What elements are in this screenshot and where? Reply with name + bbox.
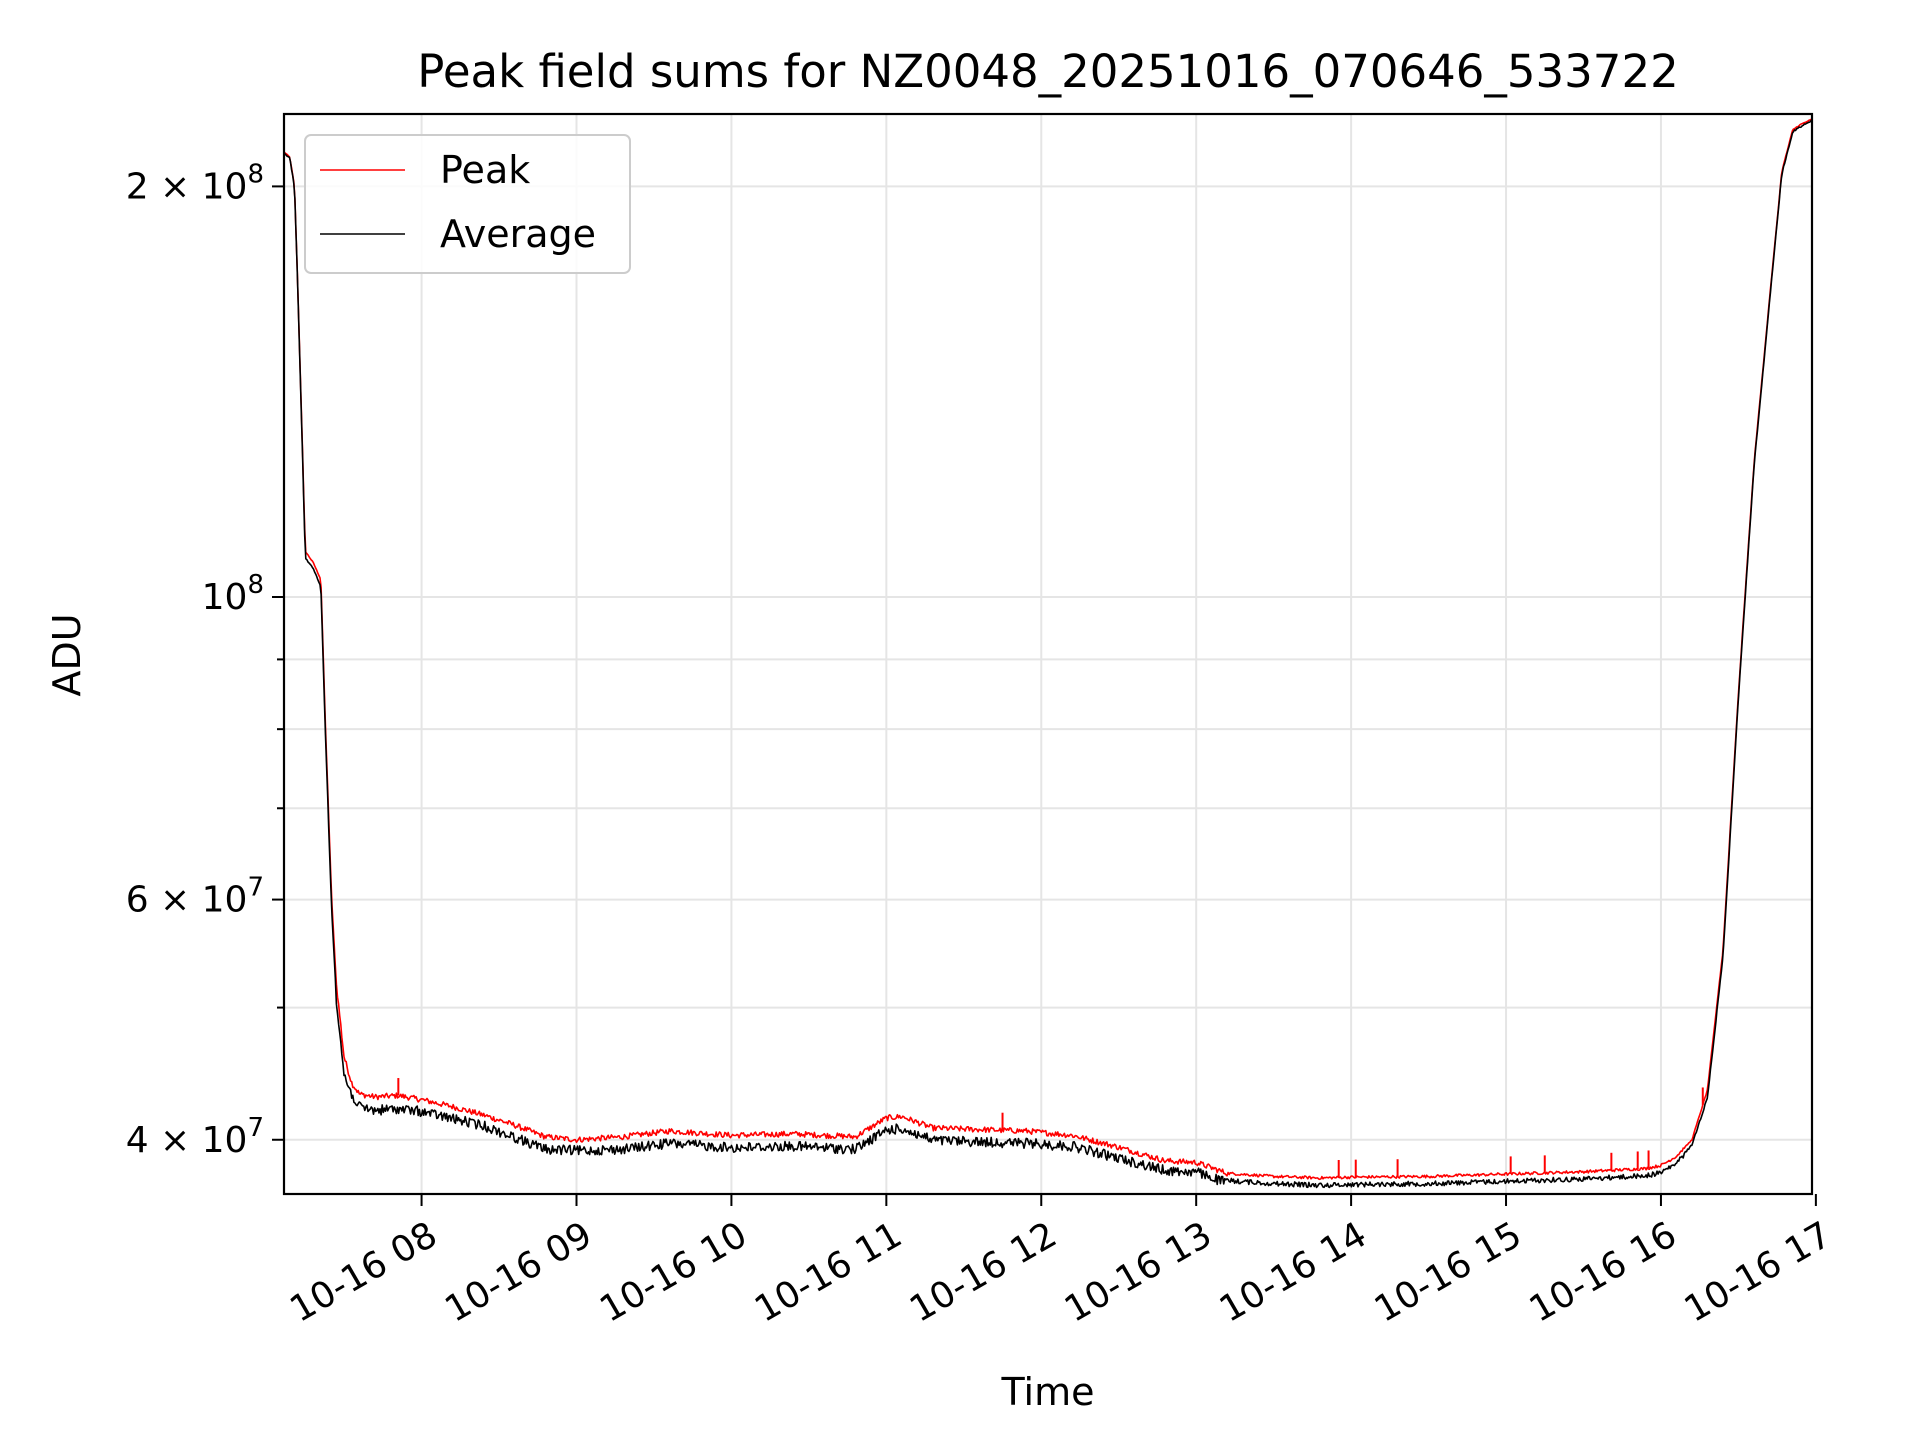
legend-label-average: Average (440, 212, 596, 256)
plot-frame (282, 112, 1814, 1196)
x-axis-label: Time (1001, 1370, 1095, 1414)
y-tick-label: 2 × 108 (126, 159, 264, 207)
y-tick-label: 108 (202, 570, 264, 618)
x-tick-label: 10-16 15 (1368, 1214, 1529, 1330)
y-tick-label: 6 × 107 (126, 873, 264, 921)
x-tick-label: 10-16 17 (1678, 1214, 1839, 1330)
chart-title: Peak field sums for NZ0048_20251016_0706… (417, 45, 1678, 98)
x-tick-label: 10-16 16 (1523, 1214, 1684, 1330)
x-tick-label: 10-16 11 (748, 1214, 909, 1330)
legend: Peak Average (304, 134, 631, 274)
y-axis-label: ADU (45, 613, 89, 696)
x-tick-label: 10-16 10 (593, 1214, 754, 1330)
y-tick-label: 4 × 107 (126, 1113, 264, 1161)
x-tick-label: 10-16 09 (438, 1214, 599, 1330)
x-tick-label: 10-16 13 (1058, 1214, 1219, 1330)
x-tick-label: 10-16 12 (903, 1214, 1064, 1330)
data-layer (283, 118, 1813, 1189)
series-line-peak (283, 118, 1813, 1181)
legend-label-peak: Peak (440, 148, 530, 192)
x-tick-label: 10-16 08 (283, 1214, 444, 1330)
x-tick-label: 10-16 14 (1213, 1214, 1374, 1330)
grid-layer (284, 114, 1812, 1194)
series-line-average (283, 119, 1813, 1189)
